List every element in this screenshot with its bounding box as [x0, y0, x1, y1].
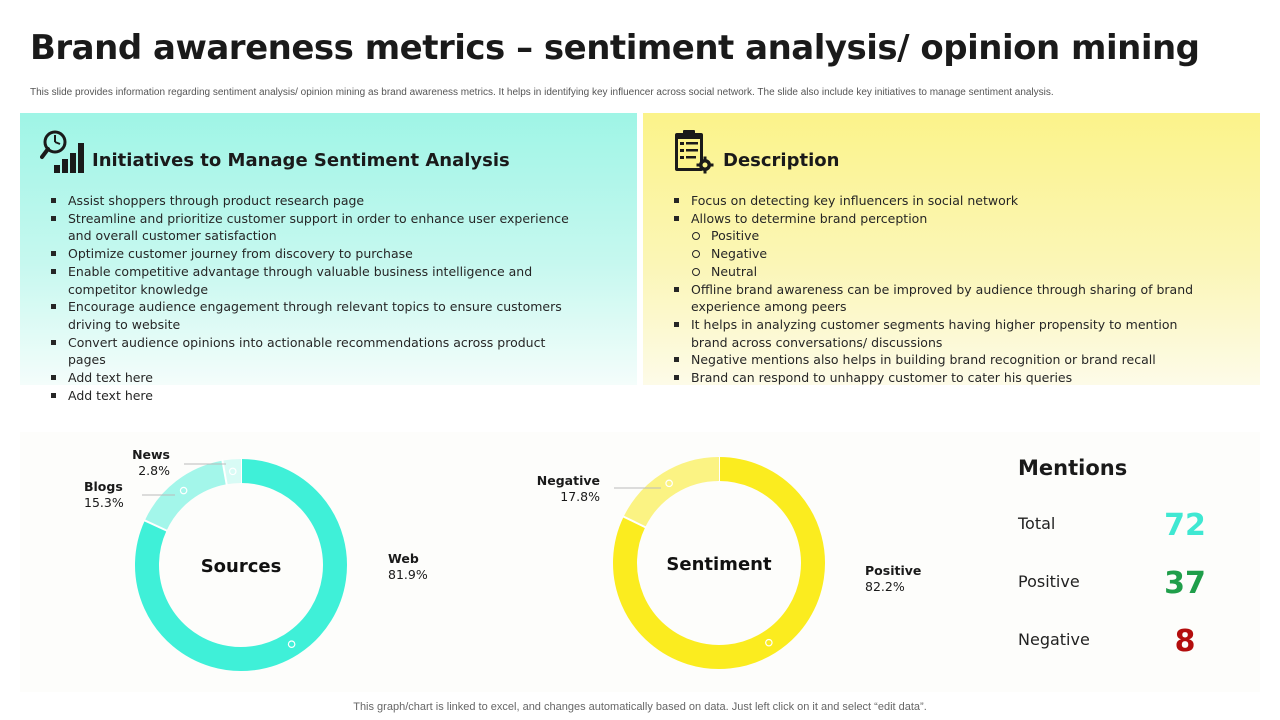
description-header: Description	[671, 125, 839, 175]
mentions-value-negative: 8	[1174, 624, 1196, 659]
mentions-panel: Mentions Total 72 Positive 37 Negative 8	[1018, 456, 1258, 659]
mentions-value-positive: 37	[1164, 566, 1206, 601]
sentiment-slice-marker	[665, 479, 673, 488]
sentiment-slice-separator	[622, 515, 647, 529]
description-list: Focus on detecting key influencers in so…	[673, 192, 1213, 387]
footer-note: This graph/chart is linked to excel, and…	[353, 701, 927, 713]
page-title: Brand awareness metrics – sentiment anal…	[30, 28, 1200, 68]
sentiment-slice-marker	[765, 638, 773, 647]
sentiment-slice-name: Negative	[537, 473, 600, 488]
mentions-label-total: Total	[1018, 514, 1056, 533]
sources-slice-marker	[287, 640, 296, 649]
sources-slice-marker	[228, 467, 237, 476]
initiatives-item: Convert audience opinions into actionabl…	[50, 334, 570, 369]
mentions-label-negative: Negative	[1018, 630, 1090, 649]
sentiment-chart-title: Sentiment	[666, 554, 772, 575]
mentions-value-total: 72	[1164, 508, 1206, 543]
sources-slice-blogs[interactable]	[144, 460, 228, 531]
sentiment-slice-name: Positive	[865, 563, 921, 578]
initiatives-item: Streamline and prioritize customer suppo…	[50, 210, 570, 245]
initiatives-item: Add text here	[50, 387, 570, 405]
sentiment-slice-positive[interactable]	[613, 457, 825, 669]
initiatives-header: Initiatives to Manage Sentiment Analysis	[40, 125, 510, 175]
page-subtitle: This slide provides information regardin…	[30, 87, 1054, 98]
description-item: Offline brand awareness can be improved …	[673, 281, 1213, 316]
sources-slice-name: Web	[388, 551, 419, 566]
initiatives-item: Assist shoppers through product research…	[50, 192, 570, 210]
sources-slice-value: 15.3%	[84, 495, 124, 510]
sources-slice-name: Blogs	[84, 479, 123, 494]
clipboard-gear-icon	[675, 130, 714, 174]
description-panel: Description Focus on detecting key influ…	[643, 113, 1260, 385]
mentions-row-positive: Positive 37	[1018, 566, 1258, 606]
initiatives-list: Assist shoppers through product research…	[50, 192, 570, 404]
sources-slice-value: 2.8%	[138, 463, 170, 478]
description-item: It helps in analyzing customer segments …	[673, 316, 1213, 351]
sources-slice-news[interactable]	[222, 459, 242, 485]
mentions-label-positive: Positive	[1018, 572, 1080, 591]
description-item: Positive	[673, 227, 1213, 245]
mentions-row-total: Total 72	[1018, 508, 1258, 548]
description-item: Negative	[673, 245, 1213, 263]
initiatives-item: Add text here	[50, 369, 570, 387]
sources-chart-title: Sources	[201, 556, 282, 577]
description-item: Neutral	[673, 263, 1213, 281]
initiatives-panel: Initiatives to Manage Sentiment Analysis…	[20, 113, 637, 403]
initiatives-heading: Initiatives to Manage Sentiment Analysis	[92, 150, 510, 171]
sentiment-slice-negative[interactable]	[623, 457, 720, 528]
sources-slice-marker	[179, 486, 188, 495]
magnifier-bar-chart-icon	[40, 130, 84, 173]
mentions-title: Mentions	[1018, 456, 1128, 480]
sentiment-slice-value: 17.8%	[560, 489, 600, 504]
description-item: Brand can respond to unhappy customer to…	[673, 369, 1213, 387]
description-item: Negative mentions also helps in building…	[673, 351, 1213, 369]
description-item: Allows to determine brand perception	[673, 210, 1213, 228]
initiatives-item: Enable competitive advantage through val…	[50, 263, 570, 298]
sources-slice-value: 81.9%	[388, 567, 428, 582]
sources-slice-web[interactable]	[135, 459, 347, 671]
initiatives-item: Optimize customer journey from discovery…	[50, 245, 570, 263]
sources-slice-separator	[143, 519, 168, 532]
description-heading: Description	[723, 150, 840, 171]
initiatives-item: Encourage audience engagement through re…	[50, 298, 570, 333]
sources-slice-name: News	[132, 447, 170, 462]
sentiment-slice-value: 82.2%	[865, 579, 905, 594]
mentions-row-negative: Negative 8	[1018, 624, 1258, 664]
description-item: Focus on detecting key influencers in so…	[673, 192, 1213, 210]
